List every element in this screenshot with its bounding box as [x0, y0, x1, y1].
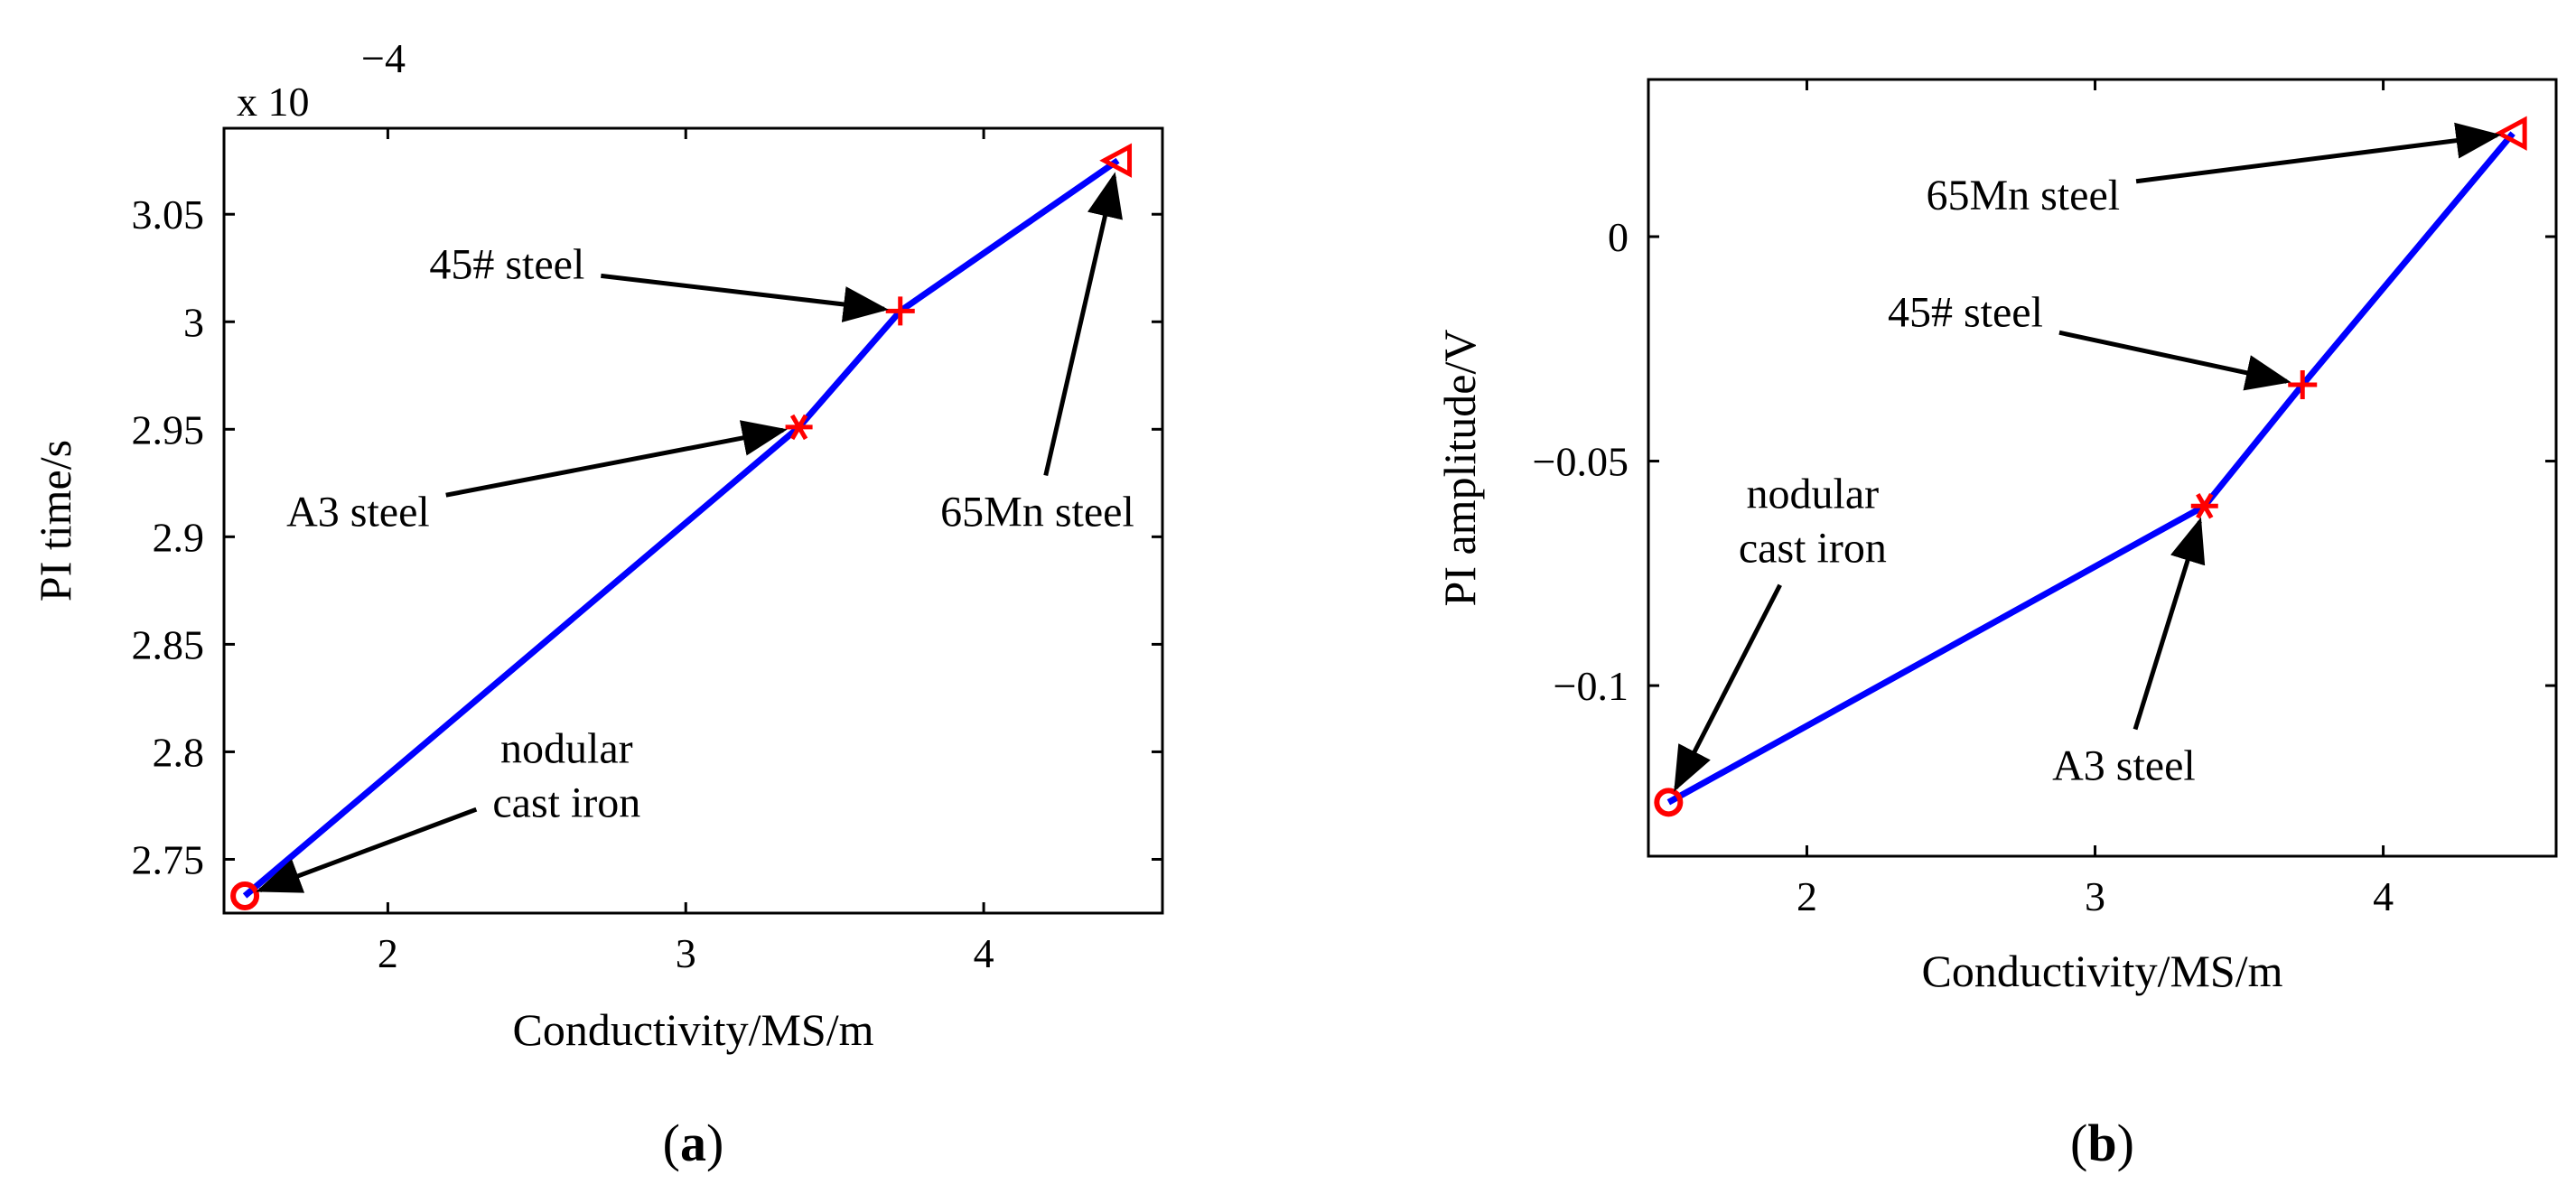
x-tick-label: 2: [378, 930, 398, 976]
y-tick-label: 2.8: [153, 729, 205, 775]
x-axis-label: Conductivity/MS/m: [1921, 946, 2282, 996]
annotation-arrow: [1043, 172, 1123, 477]
y-tick-label: −0.05: [1533, 439, 1629, 485]
x-tick-label: 4: [974, 930, 994, 976]
panel-label-close: ): [706, 1114, 723, 1172]
data-point-asterisk: [2190, 493, 2218, 519]
annotation-arrow: [256, 807, 478, 893]
panel-label: (b): [2070, 1114, 2134, 1172]
y-tick-label: 3.05: [132, 191, 205, 238]
annotation-line: cast iron: [492, 779, 640, 826]
y-tick-label: −0.1: [1554, 663, 1629, 709]
annotation-label: 65Mn steel: [1926, 172, 2120, 219]
annotation-arrow: [601, 273, 889, 322]
annotation-label: 45# steel: [429, 241, 584, 289]
annotation-label: nodular cast iron: [492, 724, 640, 826]
data-point-circle: [230, 881, 260, 910]
annotation-arrow: [2135, 122, 2502, 184]
annotation-label: 45# steel: [1888, 288, 2043, 336]
annotation-line: A3 steel: [2052, 741, 2196, 789]
y-tick-label: 0: [1608, 214, 1629, 260]
annotation-label: nodular cast iron: [1739, 471, 1887, 573]
annotation-line: A3 steel: [286, 488, 430, 536]
x-tick-label: 2: [1797, 873, 1817, 919]
panel-label-open: (: [2070, 1114, 2087, 1172]
y-axis-label: PI amplitude/V: [1434, 330, 1485, 607]
x-tick-label: 3: [2085, 873, 2105, 919]
data-point-circle: [1654, 788, 1684, 817]
x-tick-label: 3: [676, 930, 696, 976]
chart-panel-a: 2 3 4 2.75 2.8 2.85 2.9 2.95 3 3.05 x 10 −4 Conducti…: [30, 35, 1164, 1172]
series-line: [242, 157, 1120, 899]
annotation-line: cast iron: [1739, 525, 1887, 573]
panel-label: (a): [663, 1114, 724, 1172]
data-point-triangle: [1099, 143, 1133, 178]
y-exponent-power: −4: [361, 35, 406, 81]
annotation-line: 65Mn steel: [1926, 172, 2120, 219]
annotation-line: nodular: [500, 724, 633, 772]
annotation-line: 65Mn steel: [940, 488, 1134, 536]
x-tick-label: 4: [2373, 873, 2394, 919]
x-axis-label: Conductivity/MS/m: [512, 1004, 873, 1055]
y-tick-label: 3: [183, 299, 204, 345]
panel-label-letter: b: [2087, 1114, 2116, 1172]
data-point-triangle: [2494, 116, 2527, 151]
annotation-arrow: [445, 420, 788, 498]
data-point-plus: [2288, 370, 2318, 400]
annotation-arrow: [2058, 330, 2291, 391]
annotation-label: A3 steel: [286, 488, 430, 536]
y-tick-label: 2.85: [132, 621, 205, 667]
annotation-arrow: [1674, 583, 1782, 792]
y-tick-label: 2.9: [153, 514, 205, 560]
annotation-line: 45# steel: [429, 241, 584, 289]
series-line: [1666, 131, 2515, 806]
data-point-asterisk: [785, 414, 813, 441]
annotation-label: A3 steel: [2052, 741, 2196, 789]
data-point-plus: [885, 296, 915, 326]
panel-label-open: (: [663, 1114, 680, 1172]
panel-label-letter: a: [680, 1114, 706, 1172]
chart-panel-b: 2 3 4 −0.1 −0.05 0 Conductivity/MS/m PI amplitu…: [1434, 78, 2558, 1172]
plot-frame: [222, 126, 1164, 915]
annotation-line: nodular: [1747, 471, 1880, 518]
panel-label-close: ): [2117, 1114, 2134, 1172]
annotation-label: 65Mn steel: [940, 488, 1134, 536]
y-axis-label: PI time/s: [30, 440, 80, 602]
annotation-line: 45# steel: [1888, 288, 2043, 336]
annotation-arrow: [2133, 517, 2206, 731]
y-tick-label: 2.75: [132, 836, 205, 882]
y-tick-label: 2.95: [132, 406, 205, 452]
plot-frame: [1647, 78, 2558, 858]
y-exponent-prefix: x 10: [237, 79, 310, 125]
